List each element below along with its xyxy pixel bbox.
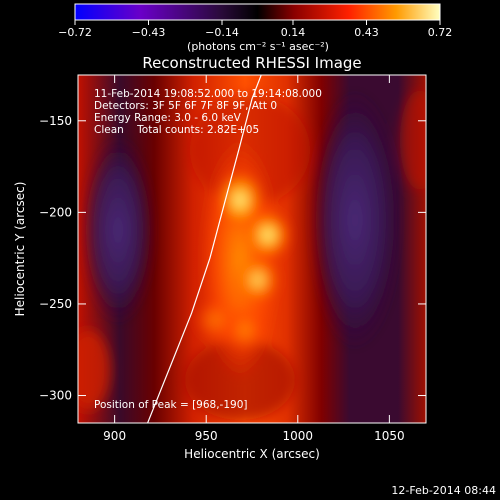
y-tick-label: −250 xyxy=(39,297,72,311)
colorbar-units-label: (photons cm⁻² s⁻¹ asec⁻²) xyxy=(187,40,329,53)
footer-timestamp: 12-Feb-2014 08:44 xyxy=(391,484,496,497)
colorbar-gradient xyxy=(74,3,441,21)
colorbar-tick-label: −0.43 xyxy=(132,26,166,39)
y-axis-label: Heliocentric Y (arcsec) xyxy=(13,182,27,317)
colorbar-tick-label: −0.14 xyxy=(205,26,239,39)
colorbar-tick-label: 0.43 xyxy=(354,26,379,39)
observation-info: 11-Feb-2014 19:08:52.000 to 19:14:08.000… xyxy=(94,88,322,136)
info-energy-range: Energy Range: 3.0 - 6.0 keV xyxy=(94,112,242,124)
x-axis-ticks: 900 950 1000 1050 xyxy=(103,75,405,443)
colorbar-tick-label: −0.72 xyxy=(58,26,92,39)
y-tick-label: −300 xyxy=(39,389,72,403)
x-tick-label: 900 xyxy=(103,429,126,443)
info-clean-counts: Clean Total counts: 2.82E+05 xyxy=(94,124,259,136)
info-detectors: Detectors: 3F 5F 6F 7F 8F 9F, Att 0 xyxy=(94,100,277,112)
colorbar-tick-label: 0.72 xyxy=(428,26,453,39)
colorbar-tick-label: 0.14 xyxy=(281,26,306,39)
peak-position-label: Position of Peak = [968,-190] xyxy=(94,399,248,411)
info-time-range: 11-Feb-2014 19:08:52.000 to 19:14:08.000 xyxy=(94,88,322,100)
y-tick-label: −150 xyxy=(39,114,72,128)
x-tick-label: 950 xyxy=(195,429,218,443)
plot-frame xyxy=(77,74,427,424)
x-tick-label: 1000 xyxy=(283,429,314,443)
plot-title: Reconstructed RHESSI Image xyxy=(142,54,361,72)
y-tick-label: −200 xyxy=(39,205,72,219)
y-axis-ticks: −150 −200 −250 −300 xyxy=(39,114,426,403)
rhessi-image xyxy=(78,75,426,423)
colorbar: −0.72 −0.43 −0.14 0.14 0.43 0.72 (photons cm⁻… xyxy=(58,3,452,53)
x-axis-label: Heliocentric X (arcsec) xyxy=(184,447,320,461)
x-tick-label: 1050 xyxy=(374,429,405,443)
solar-limb-line xyxy=(147,75,262,423)
colorbar-ticks: −0.72 −0.43 −0.14 0.14 0.43 0.72 xyxy=(58,20,452,39)
